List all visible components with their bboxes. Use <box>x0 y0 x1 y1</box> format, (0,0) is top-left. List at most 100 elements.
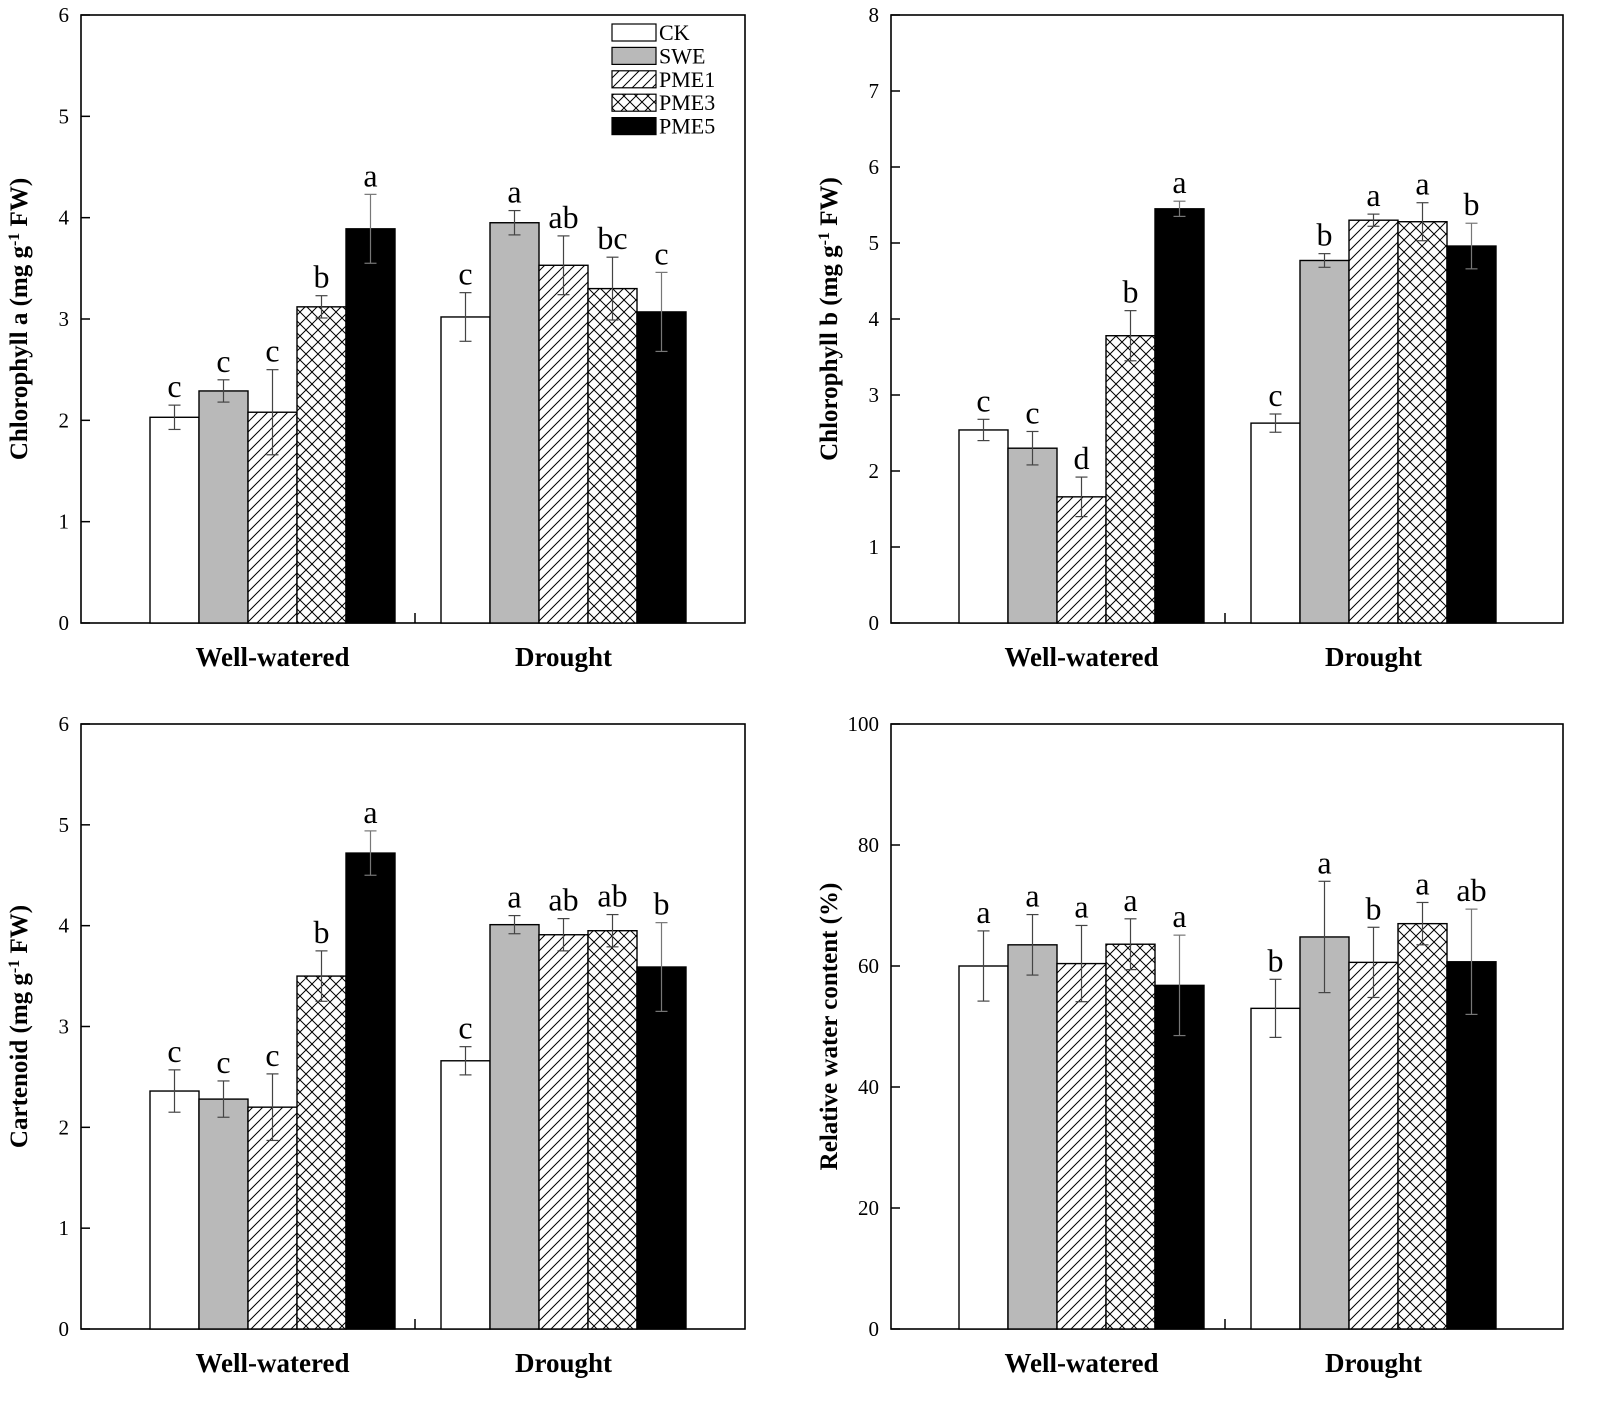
bar-pme5 <box>636 311 687 624</box>
y-tick-label: 5 <box>59 813 70 837</box>
significance-letter: c <box>654 235 668 271</box>
y-tick-label: 0 <box>869 611 880 635</box>
significance-letter: b <box>314 914 330 950</box>
legend-label: SWE <box>659 43 705 68</box>
y-tick-label: 5 <box>869 231 880 255</box>
y-tick-label: 40 <box>858 1075 879 1099</box>
significance-letter: a <box>507 174 521 210</box>
y-axis-title-superscript: -1 <box>816 232 833 245</box>
bar-pme3 <box>1397 221 1448 624</box>
bar-pme3 <box>1397 922 1448 1330</box>
chart-panel-bottom-right: 0 20 40 60 80 100 Relative water content (%) We… <box>816 712 1564 1378</box>
significance-letter: a <box>1415 166 1429 202</box>
significance-letter: c <box>1268 377 1282 413</box>
bar-ck <box>1250 422 1301 624</box>
significance-letter: a <box>363 157 377 193</box>
y-tick-label: 1 <box>59 510 70 534</box>
bar-ck <box>958 429 1009 624</box>
bar-ck <box>958 965 1009 1330</box>
bar-pme3 <box>1105 335 1156 624</box>
bar-pme5 <box>345 228 396 624</box>
x-category-label: Drought <box>1325 1348 1422 1378</box>
y-axis-title-superscript: -1 <box>6 233 23 246</box>
y-tick-label: 7 <box>869 79 880 103</box>
significance-letter: c <box>1025 394 1039 430</box>
y-axis-title: Chlorophyll b (mg g-1 FW) <box>816 177 844 461</box>
legend-swatch-swe <box>611 46 657 66</box>
bar-pme5 <box>345 852 396 1330</box>
y-tick-label: 2 <box>869 459 880 483</box>
bar-swe <box>198 390 249 624</box>
bar-ck <box>440 1060 491 1330</box>
bar-pme1 <box>1348 961 1399 1330</box>
bar-pme3 <box>587 287 638 624</box>
x-category-label: Well-watered <box>1005 642 1159 672</box>
plot-frame <box>890 723 1564 1330</box>
bar-ck <box>149 416 200 624</box>
significance-letter: b <box>1317 217 1333 253</box>
significance-letter: b <box>1123 274 1139 310</box>
bar-pme3 <box>587 930 638 1330</box>
y-axis-title: Chlorophyll a (mg g-1 FW) <box>6 178 34 460</box>
y-tick-label: 5 <box>59 104 70 128</box>
significance-letter: a <box>1123 882 1137 918</box>
y-tick-label: 1 <box>59 1216 70 1240</box>
y-axis-title-part: FW) <box>816 177 843 232</box>
significance-letter: c <box>167 1033 181 1069</box>
significance-letter: c <box>976 382 990 418</box>
bar-pme5 <box>1446 245 1497 624</box>
significance-letter: b <box>1366 890 1382 926</box>
y-tick-label: 2 <box>59 1115 70 1139</box>
bar-pme1 <box>1056 962 1107 1330</box>
significance-letter: a <box>1172 898 1186 934</box>
y-tick-label: 6 <box>59 712 70 736</box>
legend-label: PME3 <box>659 90 715 115</box>
y-tick-label: 6 <box>59 3 70 27</box>
significance-letter: c <box>265 333 279 369</box>
bar-ck <box>1250 1007 1301 1330</box>
significance-letter: a <box>1317 844 1331 880</box>
chart-panel-top-left: 0 1 2 3 4 5 6 Chlorophyll a (mg g-1 FW) Well-wat… <box>6 3 746 672</box>
legend-swatch-pme1 <box>611 70 657 89</box>
bar-swe <box>1299 259 1350 624</box>
y-axis-title-part: Chlorophyll b (mg g <box>816 245 843 461</box>
bar-swe <box>198 1098 249 1330</box>
y-tick-label: 8 <box>869 3 880 27</box>
legend-swatch-ck <box>611 23 657 42</box>
y-tick-label: 80 <box>858 833 879 857</box>
significance-letter: a <box>1074 888 1088 924</box>
y-tick-label: 3 <box>869 383 880 407</box>
y-tick-label: 0 <box>59 1317 70 1341</box>
y-tick-label: 3 <box>59 307 70 331</box>
chart-panel-top-right: 0 1 2 3 4 5 6 7 8 Chlorophyll b (mg g-1 FW) Well-w… <box>816 3 1564 672</box>
significance-letter: d <box>1074 440 1090 476</box>
legend-swatch-pme3 <box>611 93 657 112</box>
bar-pme5 <box>1154 984 1205 1330</box>
bar-ck <box>440 316 491 624</box>
significance-letter: a <box>507 879 521 915</box>
legend-label: PME5 <box>659 114 715 139</box>
bar-pme5 <box>1154 208 1205 624</box>
bar-ck <box>149 1090 200 1330</box>
significance-letter: b <box>1464 186 1480 222</box>
significance-letter: a <box>1025 878 1039 914</box>
bar-pme1 <box>538 264 589 624</box>
y-axis-title-part: FW) <box>6 905 33 960</box>
significance-letter: c <box>216 343 230 379</box>
y-tick-label: 1 <box>869 535 880 559</box>
bar-swe <box>489 923 540 1330</box>
y-tick-label: 4 <box>59 206 70 230</box>
x-category-label: Drought <box>515 1348 612 1378</box>
y-tick-label: 4 <box>59 914 70 938</box>
significance-letter: c <box>458 1010 472 1046</box>
x-category-label: Well-watered <box>1005 1348 1159 1378</box>
significance-letter: a <box>1415 865 1429 901</box>
y-tick-label: 0 <box>869 1317 880 1341</box>
significance-letter: a <box>1172 164 1186 200</box>
y-axis-title-part: Chlorophyll a (mg g <box>6 246 33 461</box>
significance-letter: b <box>654 886 670 922</box>
significance-letter: ab <box>548 199 578 235</box>
